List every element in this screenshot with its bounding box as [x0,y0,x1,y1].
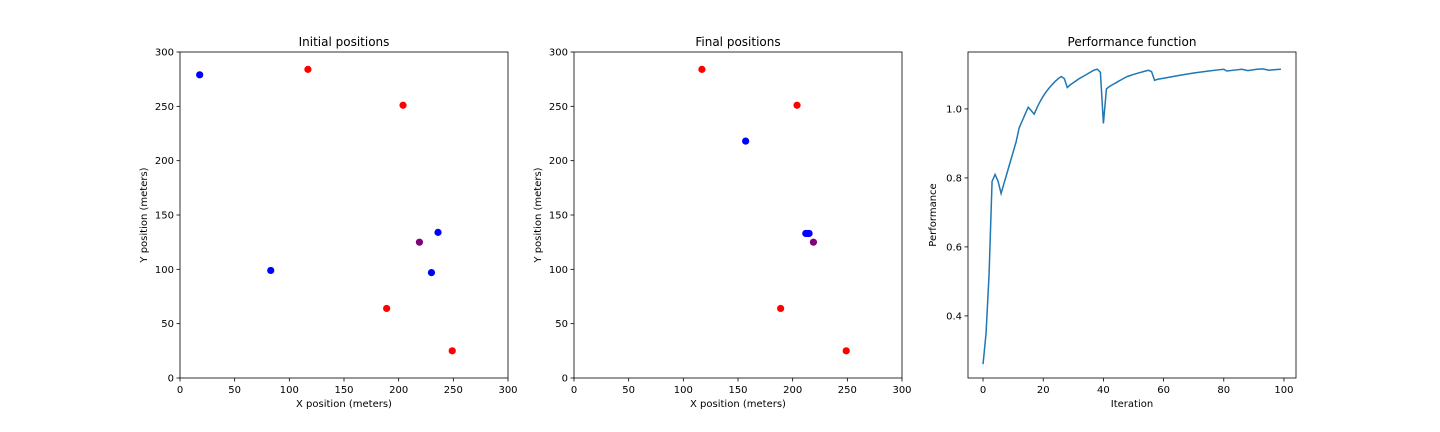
y-tick-label: 200 [549,156,568,167]
data-point [427,268,436,277]
x-tick-label: 200 [389,385,408,396]
data-point [399,101,407,109]
x-axis-label: X position (meters) [296,399,392,410]
y-tick-label: 0.4 [946,311,962,322]
x-tick-label: 200 [783,385,802,396]
chart-title: Initial positions [299,35,390,49]
y-tick-label: 1.0 [946,104,962,115]
y-tick-label: 250 [549,102,568,113]
data-point [842,347,850,355]
x-tick-label: 250 [838,385,857,396]
x-tick-label: 100 [674,385,693,396]
y-tick-label: 300 [155,48,174,59]
x-tick-label: 100 [1274,385,1293,396]
x-tick-label: 150 [728,385,747,396]
chart-panel-3: 0 20 40 60 80 100 0.4 0.6 0.8 1.0 Performance func… [928,35,1297,410]
y-tick-label: 50 [161,319,174,330]
x-tick-label: 100 [280,385,299,396]
data-point [448,347,456,355]
chart-panel-1: 0 50 100 150 200 250 300 0 50 100 150 200 250 300 Init… [139,35,518,410]
x-axis-label: Iteration [1111,399,1153,410]
x-tick-label: 0 [571,385,577,396]
data-point [793,101,801,109]
data-point [805,229,813,238]
data-point [383,304,391,313]
data-point [267,266,275,275]
chart-title: Performance function [1068,35,1197,49]
x-tick-label: 150 [334,385,353,396]
y-tick-label: 50 [555,319,568,330]
x-tick-label: 0 [177,385,183,396]
y-tick-label: 150 [549,211,568,222]
data-point [415,238,424,246]
chart-title: Final positions [695,35,780,49]
data-point [777,304,785,313]
x-tick-label: 20 [1037,385,1050,396]
y-tick-label: 200 [155,156,174,167]
y-tick-label: 150 [155,211,174,222]
x-axis-label: X position (meters) [690,399,786,410]
x-tick-label: 60 [1157,385,1170,396]
axes-frame [573,51,903,379]
data-point [809,238,818,246]
y-tick-label: 250 [155,102,174,113]
data-point [434,228,442,236]
y-tick-label: 0.8 [946,173,962,184]
x-tick-label: 0 [980,385,986,396]
y-tick-label: 100 [155,265,174,276]
y-tick-label: 0.6 [946,242,962,253]
y-tick-label: 100 [549,265,568,276]
x-tick-label: 80 [1217,385,1230,396]
series-line [982,68,1281,365]
y-tick-label: 0 [168,374,174,385]
data-point [304,65,312,73]
data-point [196,71,204,79]
y-axis-label: Y position (meters) [139,167,150,263]
y-axis-label: Performance [928,183,939,246]
y-tick-label: 300 [549,48,568,59]
x-tick-label: 250 [444,385,463,396]
x-tick-label: 40 [1097,385,1110,396]
data-point [698,65,706,73]
y-tick-label: 0 [562,374,568,385]
y-axis-label: Y position (meters) [533,167,544,263]
x-tick-label: 50 [622,385,635,396]
x-tick-label: 300 [892,385,911,396]
x-tick-label: 300 [498,385,517,396]
x-tick-label: 50 [228,385,241,396]
chart-panel-2: 0 50 100 150 200 250 300 0 50 100 150 200 250 300 Fina… [533,35,912,410]
data-point [742,137,750,145]
axes-frame [967,51,1297,379]
axes-frame [179,51,509,379]
